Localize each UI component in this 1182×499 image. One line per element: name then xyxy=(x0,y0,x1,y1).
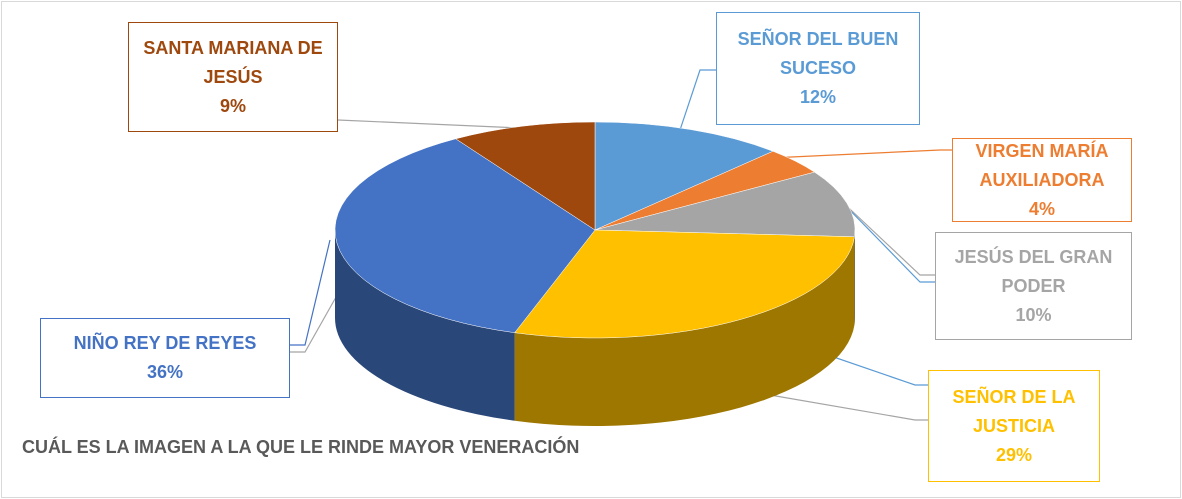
data-label: SEÑOR DE LA JUSTICIA 29% xyxy=(928,370,1100,482)
data-label: JESÚS DEL GRAN PODER 10% xyxy=(935,232,1132,340)
label-category: NIÑO REY DE REYES xyxy=(73,333,257,353)
label-value: 4% xyxy=(1028,198,1055,219)
label-value: 10% xyxy=(1015,304,1052,325)
pie-tops xyxy=(334,121,856,339)
data-label: SEÑOR DEL BUEN SUCESO 12% xyxy=(716,12,920,125)
data-label: SANTA MARIANA DE JESÚS 9% xyxy=(128,22,338,132)
pie-slice xyxy=(594,121,774,231)
label-category: VIRGEN MARÍA AUXILIADORA xyxy=(975,140,1109,190)
pie-slice xyxy=(455,121,596,231)
pie-slice xyxy=(514,229,855,339)
pie-slice xyxy=(594,171,856,238)
label-category: SEÑOR DEL BUEN SUCESO xyxy=(737,29,899,78)
slice-side xyxy=(854,230,855,325)
data-label: VIRGEN MARÍA AUXILIADORA 4% xyxy=(952,138,1132,222)
label-category: SANTA MARIANA DE JESÚS xyxy=(143,37,323,87)
pie-slice xyxy=(334,138,596,333)
label-value: 29% xyxy=(995,444,1033,465)
label-value: 36% xyxy=(146,362,184,382)
slice-side xyxy=(335,230,515,421)
label-category: JESÚS DEL GRAN PODER xyxy=(954,246,1113,296)
data-label: NIÑO REY DE REYES 36% xyxy=(40,318,290,398)
label-value: 9% xyxy=(219,95,246,116)
label-category: SEÑOR DE LA JUSTICIA xyxy=(952,386,1076,436)
label-value: 12% xyxy=(799,87,837,107)
chart-title: CUÁL ES LA IMAGEN A LA QUE LE RINDE MAYO… xyxy=(22,437,580,457)
